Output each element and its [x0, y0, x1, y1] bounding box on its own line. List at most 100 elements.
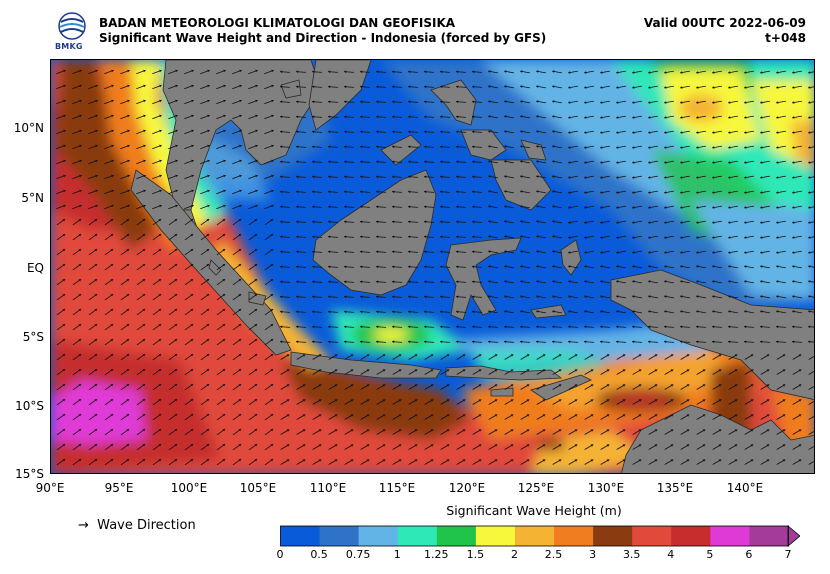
wave-arrow-head: [526, 399, 530, 402]
lon-label-110e: 110°E: [309, 481, 347, 495]
wave-arrow-head: [271, 114, 274, 118]
wave-arrow-head: [478, 354, 482, 357]
wave-arrow-head: [552, 235, 555, 238]
wave-arrow-head: [510, 444, 514, 447]
wave-arrow-head: [472, 280, 475, 284]
wave-arrow-head: [696, 206, 699, 209]
wave-arrow-head: [792, 146, 795, 149]
wave-arrow-head: [488, 100, 491, 103]
wave-arrow-head: [542, 384, 546, 387]
wave-arrow-head: [686, 369, 690, 372]
wave-arrow-head: [95, 204, 98, 208]
wave-arrow-head: [456, 325, 459, 329]
wave-arrow-head: [62, 459, 66, 462]
wave-arrow-head: [712, 71, 715, 74]
wave-arrow-head: [158, 459, 162, 462]
wave-arrow-head: [302, 429, 306, 432]
wave-arrow-head: [175, 69, 178, 73]
wave-arrow-head: [440, 130, 443, 134]
wave-arrow-head: [79, 144, 82, 148]
wave-arrow-head: [111, 204, 114, 208]
wave-arrow-head: [584, 280, 587, 283]
wave-arrow-head: [734, 444, 738, 447]
wave-arrow-head: [280, 130, 283, 134]
wave-arrow-head: [111, 114, 114, 118]
wave-arrow-head: [382, 369, 386, 372]
wave-arrow-head: [424, 250, 427, 254]
wave-arrow-head: [366, 429, 370, 432]
wave-arrow-head: [552, 145, 555, 148]
colorbar: [280, 525, 800, 547]
wave-arrow-head: [568, 176, 571, 179]
wave-arrow-head: [190, 369, 194, 372]
lat-label-eq: EQ: [26, 261, 44, 275]
wave-arrow-head: [238, 309, 242, 312]
wave-arrow-head: [686, 444, 690, 447]
lat-label-5n: 5°N: [21, 191, 44, 205]
wave-arrow-head: [376, 325, 379, 329]
wave-arrow-head: [744, 236, 747, 239]
wave-arrow-head: [488, 145, 491, 148]
wave-arrow-head: [296, 340, 299, 344]
wave-arrow-head: [632, 325, 635, 329]
wave-arrow-head: [638, 414, 642, 417]
wave-arrow-head: [328, 280, 331, 284]
wave-arrow-head: [79, 174, 82, 178]
wave-arrow-head: [462, 369, 466, 372]
wave-arrow-head: [664, 131, 667, 134]
wave-arrow-head: [616, 176, 619, 179]
wave-arrow-head: [286, 384, 290, 387]
wave-arrow-head: [190, 264, 194, 267]
wave-arrow-head: [223, 129, 226, 133]
wave-arrow-head: [78, 399, 82, 402]
wave-arrow-head: [568, 265, 571, 268]
wave-arrow-head: [808, 131, 811, 134]
lon-label-95e: 95°E: [104, 481, 134, 495]
wave-arrow-head: [520, 85, 523, 88]
wave-arrow-head: [110, 384, 114, 387]
wave-arrow-head: [280, 160, 283, 164]
wave-arrow-head: [760, 325, 763, 329]
wave-arrow-head: [239, 144, 242, 148]
wave-arrow-head: [392, 175, 395, 179]
valid-time: Valid 00UTC 2022-06-09: [643, 16, 806, 30]
wave-arrow-head: [392, 160, 395, 164]
wave-arrow-head: [271, 189, 274, 193]
wave-arrow-head: [360, 325, 363, 329]
wave-arrow-head: [350, 429, 354, 432]
wave-arrow-head: [728, 146, 731, 149]
wave-arrow-head: [344, 115, 347, 119]
wave-arrow-head: [174, 429, 178, 432]
wave-arrow-head: [798, 369, 802, 372]
wave-arrow-head: [664, 251, 667, 254]
wave-arrow-head: [158, 384, 162, 387]
wave-arrow-head: [600, 131, 603, 134]
wave-arrow-head: [440, 205, 443, 209]
wave-arrow-head: [222, 369, 226, 372]
wave-arrow-head: [664, 280, 667, 283]
wave-arrow-head: [760, 295, 763, 298]
wave-arrow-head: [542, 399, 546, 402]
wave-arrow-head: [94, 324, 98, 327]
wave-arrow-head: [808, 176, 811, 179]
wave-arrow-head: [632, 131, 635, 134]
wave-arrow-head: [312, 280, 315, 284]
wave-arrow-head: [728, 131, 731, 134]
wave-arrow-head: [207, 129, 210, 133]
wave-arrow-head: [542, 369, 546, 372]
wave-arrow-head: [622, 399, 626, 402]
wave-arrow-head: [584, 236, 587, 239]
wave-arrow-head: [191, 144, 194, 148]
wave-arrow-head: [110, 399, 114, 402]
wave-arrow-head: [494, 384, 498, 387]
wave-arrow-head: [366, 444, 370, 447]
wave-arrow-head: [446, 444, 450, 447]
wave-arrow-head: [728, 295, 731, 298]
wave-arrow-head: [398, 354, 402, 357]
wave-arrow-head: [95, 99, 98, 103]
wave-arrow-head: [392, 70, 395, 74]
wave-arrow-head: [207, 144, 210, 148]
wave-arrow-head: [111, 99, 114, 103]
wave-arrow-head: [504, 145, 507, 148]
wave-arrow-head: [126, 324, 130, 327]
